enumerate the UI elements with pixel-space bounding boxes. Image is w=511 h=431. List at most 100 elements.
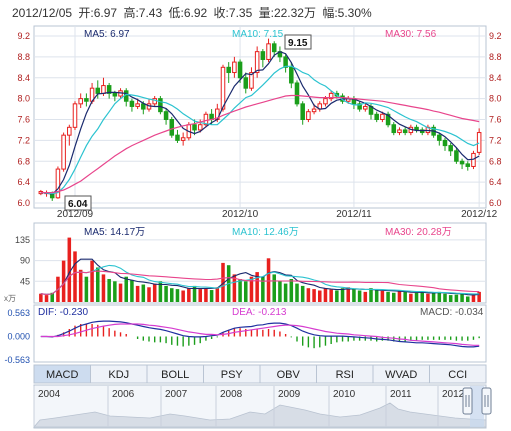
volume-bar <box>118 283 123 302</box>
tab-wvad[interactable]: WVAD <box>372 364 430 384</box>
tab-kdj[interactable]: KDJ <box>90 364 148 384</box>
timeline-year-label: 2011 <box>390 389 412 400</box>
volume-bar <box>215 287 220 302</box>
ma30-legend: MA30: 7.56 <box>385 29 437 40</box>
dif-legend: DIF: -0.230 <box>38 307 88 318</box>
price-tick-right: 6.4 <box>489 177 502 187</box>
dea-line <box>40 323 480 346</box>
timeline-year-labels: 2004 2006 2007 2008 2009 2010 2011 2012 <box>33 386 465 427</box>
volume-bars <box>39 237 481 302</box>
candle-body <box>180 137 186 141</box>
tab-background[interactable] <box>429 364 487 384</box>
macd-axis: 0.563 0.000 -0.563 <box>4 308 30 365</box>
timeline-right-handle[interactable] <box>481 387 492 415</box>
volume-bar <box>272 274 276 302</box>
timeline-selection-window[interactable] <box>470 386 484 427</box>
indicator-tabs: MACD KDJ BOLL PSY OBV RSI WVAD CCI <box>33 364 487 384</box>
volume-bar <box>312 289 316 302</box>
candle-body <box>300 103 305 120</box>
volume-bar <box>101 274 106 302</box>
date-tick-label: 2012/12 <box>461 209 498 220</box>
candle-body <box>414 126 419 131</box>
tab-cci[interactable]: CCI <box>429 364 487 384</box>
candle <box>169 116 175 138</box>
candle <box>78 93 83 109</box>
candle-body <box>374 113 379 120</box>
volume-bar <box>466 296 470 302</box>
volume-axis: 135 90 45 <box>15 235 30 286</box>
candle <box>249 67 254 91</box>
candle-body <box>254 51 260 74</box>
candle-body <box>249 72 254 89</box>
candle-body <box>232 61 237 74</box>
macd-tick: 0.000 <box>7 332 30 342</box>
price-tick-left: 6.4 <box>17 177 30 187</box>
volume-bar <box>244 281 248 302</box>
candle-body <box>237 61 243 79</box>
candle-body <box>61 134 66 170</box>
candle <box>300 101 305 125</box>
candle <box>471 150 476 170</box>
volume-bar <box>437 291 442 302</box>
candle <box>402 127 408 136</box>
candle-body <box>397 129 402 134</box>
volume-bar <box>232 274 237 302</box>
volume-tick: 90 <box>20 256 30 266</box>
tab-rsi[interactable]: RSI <box>316 364 374 384</box>
volume-ma-lines <box>40 258 480 296</box>
candle-body <box>476 132 482 153</box>
timeline-year-label: 2007 <box>165 389 188 400</box>
candle <box>391 122 397 136</box>
candle-body <box>402 129 408 134</box>
candle-body <box>78 98 83 105</box>
candle <box>175 129 180 143</box>
candle <box>232 56 237 78</box>
price-tick-right: 8.4 <box>489 73 502 83</box>
volume-bar <box>346 287 350 302</box>
volume-bar <box>329 289 333 302</box>
timeline-year-label: 2012 <box>442 389 465 400</box>
volume-bar <box>170 288 174 302</box>
candle <box>180 132 186 146</box>
volume-bar <box>181 290 185 302</box>
candle <box>363 103 368 112</box>
candle-body <box>311 108 317 113</box>
candle-body <box>67 126 72 136</box>
volume-bar <box>471 295 476 302</box>
candle <box>243 72 249 94</box>
volume-bar <box>420 291 424 302</box>
volume-bar <box>392 292 396 302</box>
volume-bar <box>90 260 94 302</box>
vol-ma10-legend: MA10: 12.46万 <box>232 227 299 238</box>
candle <box>442 137 448 151</box>
volume-bar <box>124 276 128 302</box>
timeline-year-label: 2008 <box>220 389 243 400</box>
candle-body <box>294 82 300 105</box>
volume-bar <box>175 289 180 302</box>
volume-bar <box>198 289 202 302</box>
volume-bar <box>431 292 436 302</box>
candle-body <box>135 103 140 107</box>
candle <box>129 98 135 112</box>
dea-legend: DEA: -0.213 <box>232 307 287 318</box>
ma5-line <box>40 51 480 195</box>
candle <box>306 109 311 123</box>
volume-bar <box>283 283 288 302</box>
timeline-year-label: 2010 <box>333 389 356 400</box>
volume-bar <box>397 290 402 302</box>
tab-boll[interactable]: BOLL <box>146 364 204 384</box>
candle-body <box>328 92 334 100</box>
timeline-left-handle[interactable] <box>462 387 473 415</box>
candle <box>465 161 471 171</box>
candle <box>328 90 334 102</box>
tab-psy[interactable]: PSY <box>203 364 261 384</box>
volume-bar <box>238 279 242 302</box>
volume-bar <box>460 293 464 302</box>
volume-value: 22.32万 <box>274 6 316 20</box>
tab-obv[interactable]: OBV <box>259 364 317 384</box>
tab-macd[interactable]: MACD <box>33 364 91 384</box>
tab-label: OBV <box>277 369 301 381</box>
volume-bar <box>113 281 117 302</box>
candle-body <box>55 168 61 199</box>
